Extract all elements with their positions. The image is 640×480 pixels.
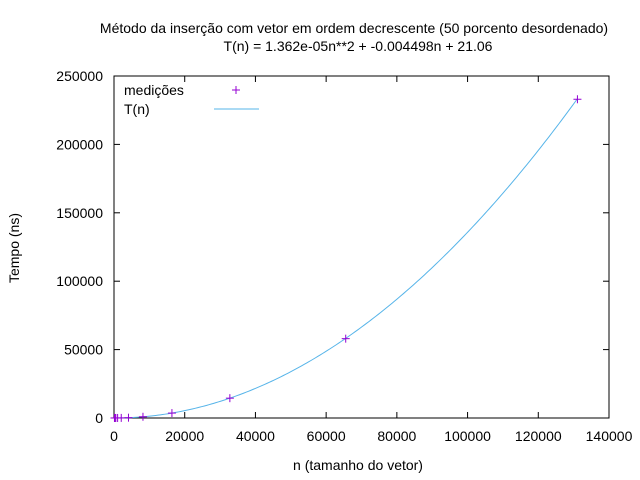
measurement-point <box>573 95 582 104</box>
plot-area <box>113 75 610 419</box>
x-tick-label: 0 <box>110 428 118 444</box>
y-tick-label: 50000 <box>64 342 103 358</box>
chart-subtitle: T(n) = 1.362e-05n**2 + -0.004498n + 21.0… <box>224 38 493 54</box>
measurement-point <box>167 409 176 418</box>
x-tick-label: 80000 <box>377 428 416 444</box>
measurement-point <box>124 413 133 422</box>
legend-plus-icon <box>232 86 240 94</box>
x-tick-label: 140000 <box>586 428 633 444</box>
legend-marker-plus <box>232 86 240 94</box>
x-tick-label: 20000 <box>165 428 204 444</box>
y-axis: 0 50000 100000 150000 200000 250000 <box>56 68 609 426</box>
legend-label-measurements: medições <box>124 82 184 98</box>
measurement-point <box>117 413 126 422</box>
y-axis-label: Tempo (ns) <box>6 213 22 283</box>
measurement-point <box>341 334 350 343</box>
plot-border <box>113 75 610 419</box>
x-tick-label: 60000 <box>307 428 346 444</box>
measurement-points-layer <box>110 95 582 422</box>
x-tick-label: 120000 <box>515 428 562 444</box>
x-tick-label: 100000 <box>444 428 491 444</box>
x-tick-label: 40000 <box>236 428 275 444</box>
y-tick-label: 200000 <box>56 136 103 152</box>
chart-title: Método da inserção com vetor em ordem de… <box>100 20 608 36</box>
measurement-point <box>225 394 234 403</box>
legend: medições T(n) <box>124 82 259 117</box>
y-tick-label: 150000 <box>56 205 103 221</box>
legend-label-fit: T(n) <box>124 101 150 117</box>
measurement-point <box>138 412 147 421</box>
y-tick-label: 250000 <box>56 68 103 84</box>
y-tick-label: 0 <box>95 410 103 426</box>
y-tick-label: 100000 <box>56 273 103 289</box>
x-axis: 0 20000 40000 60000 80000 100000 120000 140000 <box>110 76 633 444</box>
x-axis-label: n (tamanho do vetor) <box>293 457 423 473</box>
